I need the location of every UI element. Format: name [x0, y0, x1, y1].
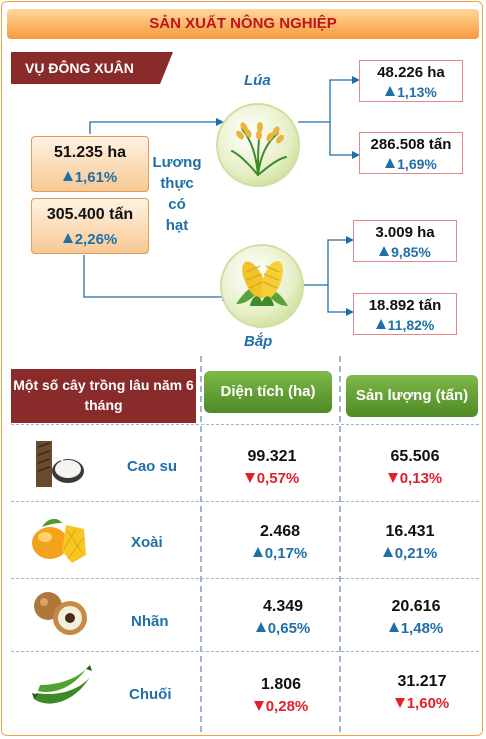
rubber-output-cell: 65.506 0,13% — [345, 446, 485, 490]
banana-area-cell: 1.806 0,28% — [211, 674, 351, 718]
corn-image — [220, 244, 304, 328]
banana-area-change: 0,28% — [211, 696, 351, 718]
decrease-arrow-icon — [244, 473, 255, 483]
table-header-area: Diện tích (ha) — [204, 371, 332, 413]
rice-output-change: 1,69% — [360, 155, 462, 173]
cereal-output-box: 305.400 tấn 2,26% — [31, 198, 149, 254]
banana-output-cell: 31.217 1,60% — [352, 671, 486, 715]
row-divider — [11, 501, 479, 502]
increase-arrow-icon — [385, 158, 396, 168]
corn-icon — [236, 260, 288, 306]
corn-area-change: 9,85% — [354, 243, 456, 261]
mango-output-change: 0,21% — [340, 543, 480, 565]
longan-output-value: 20.616 — [391, 598, 441, 615]
rubber-area-change: 0,57% — [202, 468, 342, 490]
row-name-banana: Chuối — [129, 686, 172, 703]
row-name-mango: Xoài — [131, 534, 163, 551]
column-divider — [339, 356, 341, 732]
rice-image — [216, 103, 300, 187]
row-divider — [11, 651, 479, 652]
mango-output-value: 16.431 — [385, 523, 435, 540]
increase-arrow-icon — [255, 622, 266, 632]
increase-arrow-icon — [252, 547, 263, 557]
increase-arrow-icon — [375, 319, 386, 329]
rubber-output-change: 0,13% — [345, 468, 485, 490]
row-name-longan: Nhãn — [131, 613, 169, 630]
decrease-arrow-icon — [387, 473, 398, 483]
cereal-output-change: 2,26% — [32, 231, 148, 248]
corn-output-value: 18.892 tấn — [368, 297, 442, 314]
rice-output-box: 286.508 tấn 1,69% — [359, 132, 463, 174]
corn-area-value: 3.009 ha — [375, 224, 435, 241]
table-header-output: Sản lượng (tấn) — [346, 375, 478, 417]
rubber-area-value: 99.321 — [247, 448, 297, 465]
increase-arrow-icon — [385, 86, 396, 96]
corn-label: Bắp — [244, 333, 273, 350]
cereal-area-value: 51.235 ha — [53, 144, 127, 161]
increase-arrow-icon — [62, 171, 73, 181]
cereal-area-box: 51.235 ha 1,61% — [31, 136, 149, 192]
increase-arrow-icon — [379, 246, 390, 256]
longan-icon — [32, 588, 90, 638]
cereal-area-change: 1,61% — [32, 169, 148, 186]
longan-area-value: 4.349 — [262, 598, 304, 615]
rubber-output-value: 65.506 — [390, 448, 440, 465]
longan-area-change: 0,65% — [213, 618, 353, 640]
longan-area-cell: 4.349 0,65% — [213, 596, 353, 640]
longan-output-change: 1,48% — [346, 618, 486, 640]
decrease-arrow-icon — [394, 698, 405, 708]
corn-output-box: 18.892 tấn 11,82% — [353, 293, 457, 335]
banana-output-change: 1,60% — [352, 693, 486, 715]
longan-output-cell: 20.616 1,48% — [346, 596, 486, 640]
page-title: SẢN XUẤT NÔNG NGHIỆP — [7, 9, 479, 39]
rice-output-value: 286.508 tấn — [370, 136, 452, 153]
rice-area-change: 1,13% — [360, 83, 462, 101]
rice-area-box: 48.226 ha 1,13% — [359, 60, 463, 102]
mango-icon — [28, 515, 88, 567]
mango-output-cell: 16.431 0,21% — [340, 521, 480, 565]
corn-area-box: 3.009 ha 9,85% — [353, 220, 457, 262]
rubber-area-cell: 99.321 0,57% — [202, 446, 342, 490]
season-label: VỤ ĐÔNG XUÂN — [11, 52, 173, 84]
row-name-rubber: Cao su — [127, 458, 178, 475]
banana-area-value: 1.806 — [260, 676, 302, 693]
rice-label: Lúa — [244, 72, 271, 89]
increase-arrow-icon — [62, 233, 73, 243]
row-divider — [11, 424, 479, 425]
table-header-crops: Một số cây trồng lâu năm 6 tháng — [11, 369, 196, 423]
mango-area-value: 2.468 — [259, 523, 301, 540]
rubber-tap-icon — [32, 441, 86, 487]
mango-area-cell: 2.468 0,17% — [210, 521, 350, 565]
increase-arrow-icon — [382, 547, 393, 557]
corn-output-change: 11,82% — [354, 316, 456, 334]
mango-area-change: 0,17% — [210, 543, 350, 565]
decrease-arrow-icon — [253, 701, 264, 711]
column-divider — [200, 356, 202, 732]
increase-arrow-icon — [388, 622, 399, 632]
rice-area-value: 48.226 ha — [377, 64, 445, 81]
cereal-output-value: 305.400 tấn — [46, 206, 134, 223]
banana-output-value: 31.217 — [397, 673, 447, 690]
cereal-label: Lương thực có hạt — [152, 154, 202, 234]
rice-icon — [231, 122, 287, 176]
banana-icon — [30, 663, 94, 711]
row-divider — [11, 578, 479, 579]
